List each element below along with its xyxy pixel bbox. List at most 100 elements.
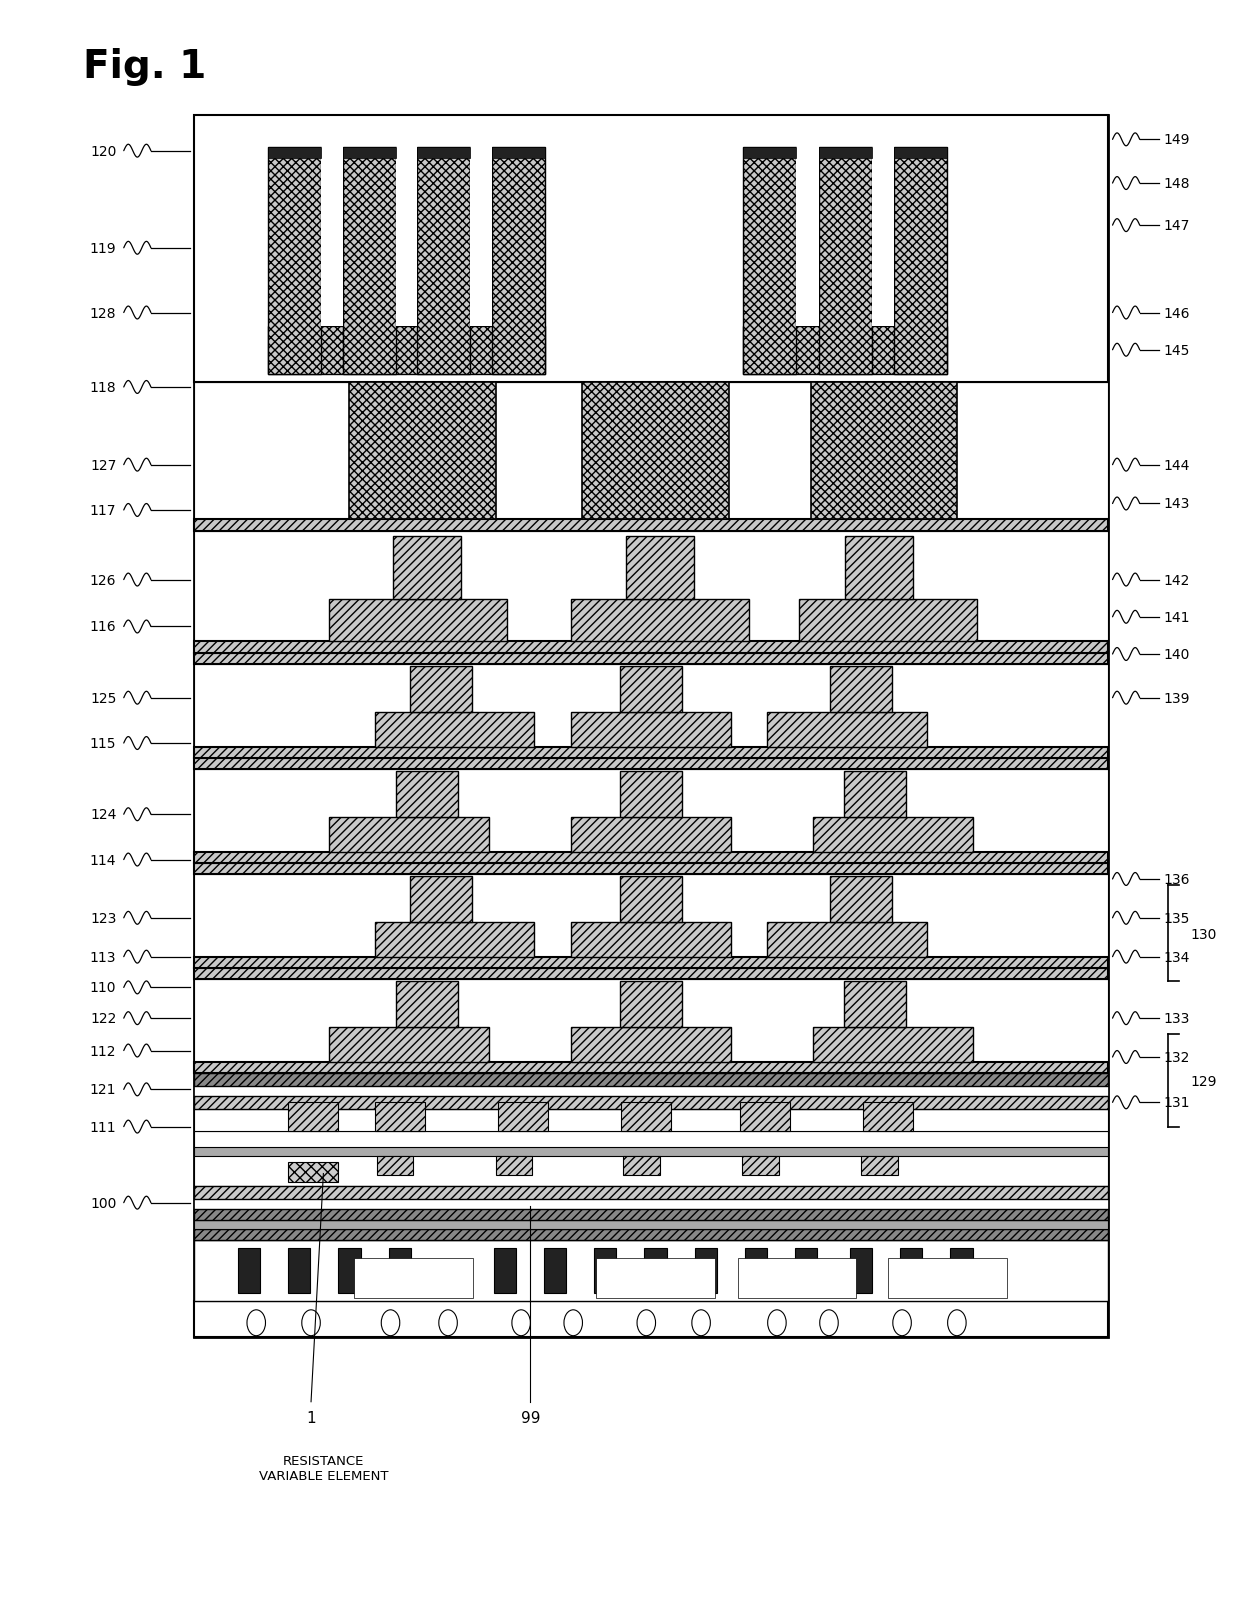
- Bar: [268, 148, 321, 375]
- Text: 117: 117: [89, 503, 117, 518]
- Bar: [195, 641, 1107, 652]
- Bar: [321, 148, 343, 326]
- Bar: [268, 148, 321, 159]
- Bar: [621, 1266, 671, 1298]
- Bar: [813, 1027, 973, 1063]
- Ellipse shape: [820, 1310, 838, 1336]
- Bar: [796, 148, 818, 326]
- Bar: [894, 148, 947, 375]
- Bar: [872, 148, 894, 326]
- Bar: [195, 747, 1107, 758]
- Text: 147: 147: [1163, 219, 1189, 234]
- Text: 140: 140: [1163, 648, 1189, 662]
- Bar: [329, 818, 489, 852]
- Bar: [570, 712, 730, 747]
- Bar: [288, 1248, 310, 1294]
- Bar: [409, 876, 471, 922]
- Bar: [583, 383, 729, 519]
- Bar: [743, 1156, 779, 1175]
- Bar: [745, 1248, 768, 1294]
- Text: 145: 145: [1163, 344, 1189, 357]
- Bar: [620, 771, 682, 818]
- Bar: [800, 599, 977, 641]
- Bar: [195, 1209, 1107, 1220]
- Text: 100: 100: [91, 1196, 117, 1209]
- Text: 136: 136: [1163, 873, 1189, 886]
- Text: 124: 124: [91, 808, 117, 821]
- Text: 130: 130: [1190, 927, 1216, 941]
- Bar: [570, 599, 749, 641]
- Bar: [743, 326, 947, 375]
- Bar: [195, 1229, 1107, 1240]
- Text: 127: 127: [91, 458, 117, 472]
- Bar: [393, 536, 461, 599]
- Bar: [195, 852, 1107, 863]
- Bar: [195, 769, 1107, 852]
- Bar: [738, 1258, 857, 1298]
- Text: 115: 115: [89, 737, 117, 750]
- Bar: [494, 1248, 516, 1294]
- Text: RESISTANCE
VARIABLE ELEMENT: RESISTANCE VARIABLE ELEMENT: [259, 1454, 388, 1482]
- Bar: [813, 818, 973, 852]
- Bar: [830, 665, 892, 712]
- Bar: [417, 148, 470, 159]
- Bar: [195, 1109, 1107, 1131]
- Bar: [818, 148, 872, 375]
- Bar: [818, 148, 872, 159]
- Text: 126: 126: [89, 573, 117, 588]
- Text: 139: 139: [1163, 691, 1189, 706]
- Bar: [753, 1266, 801, 1298]
- Bar: [843, 771, 905, 818]
- Bar: [694, 1248, 717, 1294]
- Bar: [195, 115, 1107, 1337]
- Bar: [195, 1220, 1107, 1229]
- Ellipse shape: [893, 1310, 911, 1336]
- Text: 133: 133: [1163, 1011, 1189, 1026]
- Bar: [596, 1258, 714, 1298]
- Bar: [195, 115, 1107, 383]
- Text: 116: 116: [89, 620, 117, 635]
- Bar: [861, 1156, 898, 1175]
- Text: 122: 122: [91, 1011, 117, 1026]
- Text: 149: 149: [1163, 133, 1189, 148]
- Bar: [195, 664, 1107, 747]
- Bar: [374, 1102, 425, 1131]
- Bar: [288, 1162, 339, 1182]
- Text: 132: 132: [1163, 1050, 1189, 1065]
- Bar: [195, 863, 1107, 875]
- Bar: [496, 1266, 546, 1298]
- Bar: [195, 980, 1107, 1063]
- Bar: [496, 1156, 532, 1175]
- Ellipse shape: [301, 1310, 320, 1336]
- Ellipse shape: [381, 1310, 399, 1336]
- Bar: [268, 326, 544, 375]
- Bar: [645, 1248, 667, 1294]
- Text: 123: 123: [91, 911, 117, 925]
- Bar: [594, 1248, 616, 1294]
- Ellipse shape: [947, 1310, 966, 1336]
- Bar: [377, 1156, 413, 1175]
- Bar: [740, 1102, 790, 1131]
- Bar: [195, 1131, 1107, 1186]
- Bar: [492, 148, 544, 375]
- Bar: [396, 148, 417, 326]
- Bar: [388, 1248, 410, 1294]
- Text: 1: 1: [306, 1410, 316, 1425]
- Bar: [195, 758, 1107, 769]
- Bar: [195, 383, 1107, 519]
- Text: 128: 128: [89, 307, 117, 320]
- Text: 142: 142: [1163, 573, 1189, 588]
- Bar: [888, 1258, 1007, 1298]
- Text: 129: 129: [1190, 1074, 1216, 1089]
- Bar: [423, 1266, 472, 1298]
- Bar: [849, 1248, 872, 1294]
- Bar: [492, 148, 544, 159]
- Bar: [878, 1266, 926, 1298]
- Bar: [570, 922, 730, 958]
- Bar: [195, 1073, 1107, 1086]
- Bar: [743, 148, 796, 159]
- Bar: [232, 1266, 281, 1298]
- Text: 131: 131: [1163, 1096, 1189, 1110]
- Text: 141: 141: [1163, 610, 1189, 625]
- Bar: [811, 383, 957, 519]
